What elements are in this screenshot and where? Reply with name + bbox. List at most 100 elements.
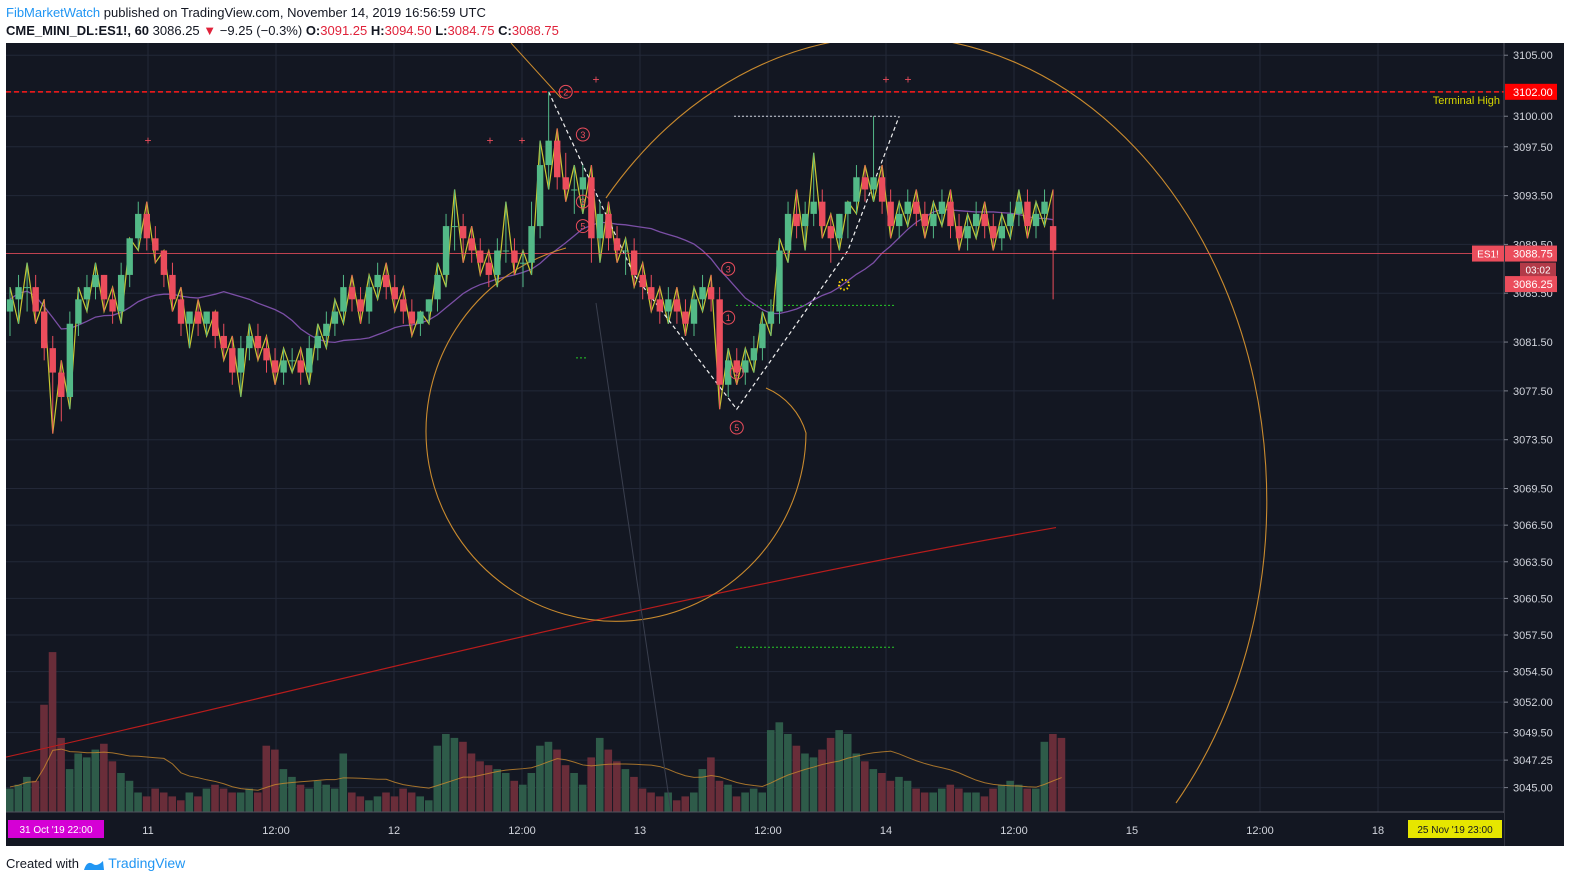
volume-bar bbox=[972, 792, 980, 812]
candle-body bbox=[690, 299, 698, 324]
brand-link[interactable]: TradingView bbox=[108, 855, 186, 871]
candle-body bbox=[1024, 201, 1031, 227]
volume-bar bbox=[724, 784, 732, 812]
candle-body bbox=[459, 226, 467, 239]
last-price-tag-text: 3086.25 bbox=[1513, 279, 1553, 291]
candle bbox=[365, 274, 373, 324]
volume-bar bbox=[544, 741, 553, 812]
candle bbox=[374, 262, 381, 300]
candle-body bbox=[374, 274, 381, 288]
wave-label: 3 bbox=[575, 194, 590, 209]
volume-bar bbox=[792, 745, 801, 812]
candle-body bbox=[972, 213, 980, 227]
candle-body bbox=[827, 226, 834, 239]
candle-body bbox=[297, 360, 304, 373]
candle-body bbox=[49, 348, 56, 373]
volume-bar bbox=[373, 796, 382, 812]
candle-body bbox=[955, 226, 963, 239]
volume-bar bbox=[407, 792, 416, 812]
price-tick-label: 3081.50 bbox=[1513, 337, 1553, 349]
candle-body bbox=[947, 201, 954, 227]
candle-body bbox=[100, 274, 108, 300]
candle bbox=[707, 274, 715, 312]
volume-bar bbox=[1014, 784, 1023, 812]
candle-body bbox=[673, 299, 681, 312]
time-tick-label: 13 bbox=[634, 825, 646, 837]
volume-bar bbox=[741, 792, 749, 812]
volume-bar bbox=[903, 780, 912, 812]
volume-bar bbox=[955, 788, 963, 812]
candle bbox=[913, 189, 920, 227]
candle-body bbox=[836, 213, 843, 239]
volume-bar bbox=[869, 769, 878, 812]
candle bbox=[870, 116, 877, 202]
candle bbox=[519, 250, 527, 288]
candle bbox=[280, 348, 287, 385]
candle-body bbox=[417, 311, 424, 324]
candle bbox=[1024, 189, 1031, 239]
volume-bar bbox=[159, 792, 168, 812]
volume-bar bbox=[946, 784, 955, 812]
time-start-tag bbox=[8, 820, 104, 838]
volume-bars bbox=[6, 652, 1066, 812]
candle bbox=[186, 311, 193, 349]
ohlc-line: CME_MINI_DL:ES1!, 60 3086.25 ▼ −9.25 (−0… bbox=[6, 22, 1582, 40]
candle bbox=[639, 262, 646, 300]
chart-area[interactable]: 2 3 3 5 3 1 3 5 + + + + + + Terminal High 3105.00 3100.… bbox=[6, 43, 1564, 846]
volume-bar bbox=[809, 757, 818, 812]
wave-label: 5 bbox=[575, 219, 590, 234]
candle-body bbox=[280, 360, 287, 373]
volume-bar bbox=[681, 796, 690, 812]
candle bbox=[947, 189, 954, 239]
candle-body bbox=[519, 262, 527, 264]
candle bbox=[109, 287, 116, 324]
candle-body bbox=[177, 299, 185, 324]
author-link[interactable]: FibMarketWatch bbox=[6, 5, 101, 20]
candle bbox=[442, 213, 450, 288]
wave-label: 3 bbox=[721, 261, 736, 276]
candle bbox=[152, 226, 159, 263]
price-tick-label: 3057.50 bbox=[1513, 630, 1553, 642]
candle bbox=[1007, 201, 1014, 239]
candle-body bbox=[109, 299, 116, 312]
candle-body bbox=[152, 238, 159, 251]
candle-body bbox=[135, 213, 142, 239]
candle-body bbox=[896, 213, 903, 227]
resistance-price-tag-text: 3102.00 bbox=[1513, 87, 1553, 99]
candle bbox=[126, 238, 133, 288]
candle bbox=[836, 213, 843, 251]
candle bbox=[579, 165, 587, 214]
volume-bar bbox=[288, 776, 296, 812]
candle bbox=[135, 201, 142, 251]
volume-bar bbox=[6, 788, 14, 812]
volume-bar bbox=[253, 792, 262, 812]
volume-ma-line bbox=[9, 748, 1062, 791]
candle-body bbox=[930, 213, 937, 227]
wave-label-circle bbox=[721, 310, 736, 325]
candle-body bbox=[434, 274, 441, 300]
candle-body bbox=[340, 287, 347, 312]
fib-ray-line bbox=[510, 43, 562, 99]
candle-body bbox=[861, 177, 869, 190]
volume-bar bbox=[1057, 737, 1066, 812]
created-with-text: Created with bbox=[6, 856, 79, 871]
open-label: O: bbox=[305, 23, 321, 38]
volume-bar bbox=[501, 773, 510, 812]
candle-body bbox=[331, 311, 339, 324]
volume-bar bbox=[818, 749, 826, 812]
candle bbox=[938, 189, 946, 227]
low-label: L: bbox=[435, 23, 448, 38]
candle-body bbox=[913, 201, 920, 214]
candle-body bbox=[425, 299, 433, 312]
candle-body bbox=[485, 262, 492, 275]
volume-bar bbox=[493, 769, 501, 812]
wave-label-number: 5 bbox=[734, 423, 739, 433]
grid-lines bbox=[6, 43, 1504, 812]
wave-label-circle bbox=[575, 194, 590, 209]
candle bbox=[853, 165, 860, 214]
last-price-tag bbox=[1505, 276, 1557, 293]
time-tick-label: 11 bbox=[142, 825, 153, 837]
pivot-marker bbox=[838, 278, 850, 291]
wave-label: 2 bbox=[558, 84, 573, 99]
